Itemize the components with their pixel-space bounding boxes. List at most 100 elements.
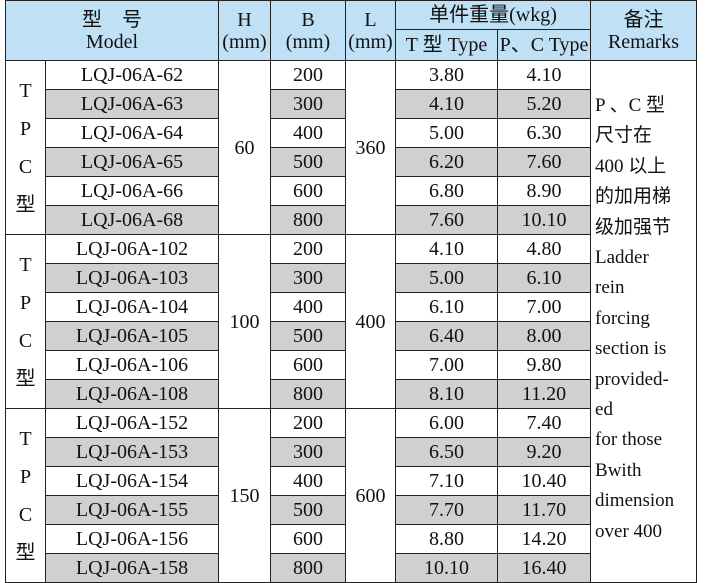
t-weight-cell: 8.80: [395, 524, 498, 554]
b-cell: 500: [270, 495, 346, 525]
pc-weight-cell: 10.40: [496, 466, 592, 496]
t-weight-cell: 6.10: [395, 292, 498, 322]
table-row: LQJ-06A-155 500 7.70 11.70: [6, 495, 697, 525]
table-row: LQJ-06A-66 600 6.80 8.90: [6, 176, 697, 206]
pc-weight-cell: 8.00: [496, 321, 592, 351]
pc-weight-cell: 6.30: [496, 118, 592, 148]
header-remarks: 备注 Remarks: [590, 0, 698, 61]
b-cell: 200: [270, 234, 346, 264]
pc-weight-cell: 16.40: [496, 553, 592, 583]
model-cell: LQJ-06A-63: [45, 89, 219, 119]
b-cell: 200: [270, 60, 346, 90]
model-cell: LQJ-06A-154: [45, 466, 219, 496]
table-row: T P C 型 LQJ-06A-62 60 200 360 3.80 4.10 P 、C 型尺寸在 4…: [5, 60, 698, 583]
header-h: H (mm): [218, 0, 271, 61]
t-weight-cell: 7.10: [395, 466, 498, 496]
pc-weight-cell: 11.20: [496, 379, 592, 409]
model-cell: LQJ-06A-102: [45, 234, 219, 264]
b-cell: 200: [270, 408, 346, 438]
b-cell: 300: [270, 263, 346, 293]
table-row: LQJ-06A-103 300 5.00 6.10: [6, 263, 697, 293]
b-cell: 400: [270, 292, 346, 322]
pc-weight-cell: 9.20: [496, 437, 592, 467]
header-pc-type: P、C Type: [496, 29, 592, 61]
model-cell: LQJ-06A-152: [45, 408, 219, 438]
t-weight-cell: 6.50: [395, 437, 498, 467]
model-cell: LQJ-06A-104: [45, 292, 219, 322]
b-cell: 300: [270, 89, 346, 119]
t-weight-cell: 7.60: [395, 205, 498, 235]
header-b: B (mm): [270, 0, 346, 61]
t-weight-cell: 4.10: [395, 234, 498, 264]
b-cell: 800: [270, 553, 346, 583]
t-weight-cell: 5.00: [395, 118, 498, 148]
pc-weight-cell: 6.10: [496, 263, 592, 293]
table-row: LQJ-06A-154 400 7.10 10.40: [6, 466, 697, 496]
table-row: T P C 型 LQJ-06A-102 100 200 400 4.10 4.80: [5, 234, 697, 409]
header-weight: 单件重量(wkg): [394, 0, 592, 30]
t-weight-cell: 10.10: [395, 553, 498, 583]
model-cell: LQJ-06A-106: [45, 350, 219, 380]
header-model: 型 号 Model: [5, 0, 219, 61]
t-weight-cell: 8.10: [395, 379, 498, 409]
t-weight-cell: 6.40: [395, 321, 498, 351]
t-weight-cell: 5.00: [395, 263, 498, 293]
table-row: LQJ-06A-104 400 6.10 7.00: [6, 292, 697, 322]
table-row: LQJ-06A-64 400 5.00 6.30: [6, 118, 697, 148]
header-l: L (mm): [345, 0, 396, 61]
remarks-cell: P 、C 型尺寸在 400 以上 的加用梯 级加强节 Ladder rein forcing…: [590, 60, 698, 583]
model-cell: LQJ-06A-62: [45, 60, 219, 90]
pc-weight-cell: 8.90: [496, 176, 592, 206]
pc-weight-cell: 4.10: [496, 60, 592, 90]
b-cell: 400: [270, 118, 346, 148]
pc-weight-cell: 10.10: [496, 205, 592, 235]
model-cell: LQJ-06A-64: [45, 118, 219, 148]
model-cell: LQJ-06A-68: [45, 205, 219, 235]
t-weight-cell: 7.70: [395, 495, 498, 525]
h-cell: 60: [218, 60, 271, 235]
b-cell: 500: [270, 147, 346, 177]
model-cell: LQJ-06A-65: [45, 147, 219, 177]
b-cell: 600: [270, 176, 346, 206]
model-cell: LQJ-06A-155: [45, 495, 219, 525]
b-cell: 600: [270, 524, 346, 554]
pc-weight-cell: 7.60: [496, 147, 592, 177]
t-weight-cell: 6.00: [395, 408, 498, 438]
h-cell: 150: [218, 408, 271, 583]
l-cell: 360: [345, 60, 396, 235]
model-cell: LQJ-06A-105: [45, 321, 219, 351]
model-cell: LQJ-06A-156: [45, 524, 219, 554]
table-row: LQJ-06A-68 800 7.60 10.10: [6, 205, 697, 235]
pc-weight-cell: 7.40: [496, 408, 592, 438]
model-cell: LQJ-06A-153: [45, 437, 219, 467]
table-row: T P C 型 LQJ-06A-152 150 200 600 6.00 7.40: [5, 408, 697, 583]
b-cell: 300: [270, 437, 346, 467]
pc-weight-cell: 14.20: [496, 524, 592, 554]
table-row: LQJ-06A-65 500 6.20 7.60: [6, 147, 697, 177]
pc-weight-cell: 7.00: [496, 292, 592, 322]
table-row: LQJ-06A-105 500 6.40 8.00: [6, 321, 697, 351]
header-t-type: T 型 Type: [395, 29, 498, 61]
pc-weight-cell: 4.80: [496, 234, 592, 264]
model-cell: LQJ-06A-103: [45, 263, 219, 293]
t-weight-cell: 3.80: [395, 60, 498, 90]
model-cell: LQJ-06A-158: [45, 553, 219, 583]
b-cell: 500: [270, 321, 346, 351]
table-row: LQJ-06A-153 300 6.50 9.20: [6, 437, 697, 467]
pc-weight-cell: 9.80: [496, 350, 592, 380]
b-cell: 800: [270, 205, 346, 235]
l-cell: 600: [345, 408, 396, 583]
b-cell: 800: [270, 379, 346, 409]
b-cell: 400: [270, 466, 346, 496]
weight-table: 型 号 Model H (mm) B (mm) L (mm) 单件重量(wkg) 备注 R…: [5, 0, 698, 583]
t-weight-cell: 4.10: [395, 89, 498, 119]
t-weight-cell: 6.80: [395, 176, 498, 206]
t-weight-cell: 7.00: [395, 350, 498, 380]
pc-weight-cell: 5.20: [496, 89, 592, 119]
h-cell: 100: [218, 234, 271, 409]
pc-weight-cell: 11.70: [496, 495, 592, 525]
model-cell: LQJ-06A-108: [45, 379, 219, 409]
